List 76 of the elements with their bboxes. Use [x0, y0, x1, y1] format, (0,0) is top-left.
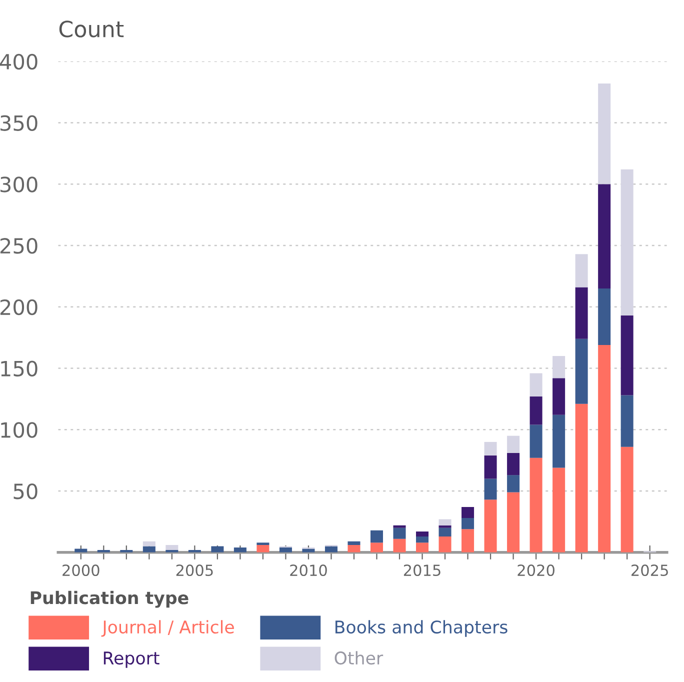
bar: [211, 546, 224, 552]
bar: [438, 528, 452, 536]
bar: [598, 83, 611, 184]
bar: [575, 287, 588, 339]
x-tick-label: 2000: [62, 564, 100, 576]
x-tick-label: 2005: [176, 564, 213, 576]
bar: [462, 518, 474, 530]
bar: [530, 458, 542, 552]
bar: [507, 436, 520, 453]
bar: [302, 548, 315, 552]
y-axis-title: Count: [59, 20, 124, 38]
bar: [507, 492, 520, 552]
bar: [507, 475, 520, 492]
bar: [598, 344, 611, 552]
bar: [462, 507, 474, 518]
x-tick-label: 2015: [404, 564, 440, 576]
bar: [575, 404, 588, 552]
bar: [142, 541, 156, 546]
bar: [279, 548, 292, 552]
legend-label: Books and Chapters: [336, 620, 508, 637]
bar: [438, 519, 452, 526]
legend-label: Report: [104, 652, 160, 668]
bar: [530, 373, 542, 397]
bar: [620, 315, 634, 396]
bar: [416, 536, 429, 543]
bar: [575, 338, 588, 404]
bar: [530, 396, 542, 425]
x-tick-label: 2010: [290, 564, 327, 576]
bar: [348, 541, 360, 546]
x-tick-label: 2020: [518, 564, 554, 576]
bar: [256, 545, 270, 552]
bar: [74, 548, 88, 552]
bar: [393, 525, 406, 528]
y-tick-label: 150: [1, 360, 38, 376]
bar: [575, 254, 588, 288]
bar: [416, 542, 429, 552]
bar: [552, 356, 566, 378]
y-tick-label: 350: [0, 115, 38, 131]
y-tick-label: 50: [14, 483, 38, 500]
bar: [438, 525, 452, 528]
y-tick-label: 200: [0, 299, 38, 316]
bar: [142, 546, 156, 552]
bar: [438, 536, 452, 552]
bar: [620, 169, 634, 316]
bar: [462, 529, 474, 552]
bar: [484, 455, 497, 479]
bar: [552, 468, 566, 552]
bar: [598, 184, 611, 288]
bar: [416, 532, 429, 536]
bar: [507, 452, 520, 476]
bar: [393, 528, 406, 539]
bar: [598, 288, 611, 345]
bar: [530, 424, 542, 458]
bar: [552, 414, 566, 468]
bar: [484, 500, 497, 552]
bar: [370, 530, 383, 543]
bar: [484, 442, 497, 456]
bar: [324, 546, 338, 552]
bar: [393, 538, 406, 552]
legend-label: Journal / Article: [101, 620, 234, 637]
legend-label: Other: [334, 651, 384, 665]
x-tick-label: 2025: [632, 564, 668, 576]
bar: [484, 478, 497, 500]
bar: [620, 446, 634, 552]
legend-title: Publication type: [30, 590, 188, 608]
y-tick-label: 400: [0, 54, 38, 70]
y-tick-label: 300: [0, 176, 38, 192]
y-tick-label: 100: [1, 422, 38, 438]
bar: [370, 542, 383, 552]
bar: [348, 545, 360, 552]
bar: [256, 542, 270, 546]
bar: [552, 378, 566, 415]
y-tick-label: 250: [0, 238, 38, 254]
bar: [620, 395, 634, 447]
bar: [166, 545, 178, 550]
bar: [234, 548, 246, 552]
